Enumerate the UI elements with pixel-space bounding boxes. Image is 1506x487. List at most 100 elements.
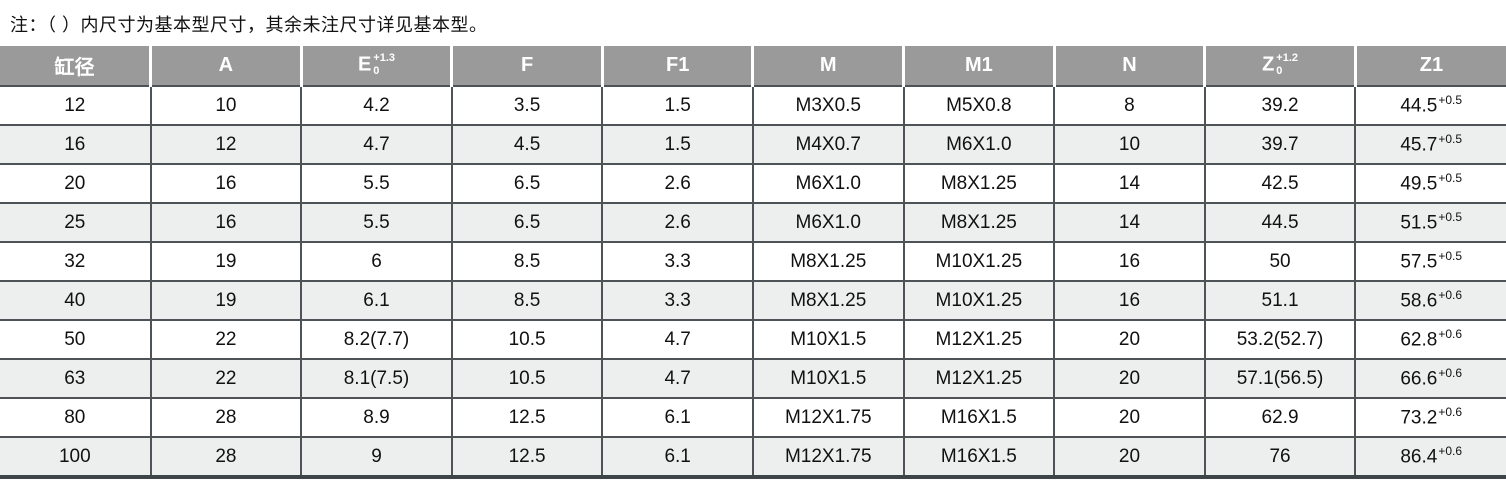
cell: 80 (0, 397, 151, 437)
cell: 63 (0, 358, 151, 398)
cell: 16 (1053, 241, 1205, 281)
z1-tolerance: +0.6 (1438, 287, 1463, 302)
cell: 16 (1053, 280, 1205, 320)
z1-tolerance: +0.5 (1438, 92, 1463, 107)
cell: 6.5 (450, 202, 603, 242)
cell-z1: 49.5+0.5 (1354, 163, 1506, 203)
cell: 19 (149, 280, 302, 320)
z1-value: 86.4 (1400, 446, 1438, 468)
cell: 6.5 (450, 163, 603, 203)
cell: 3.3 (601, 280, 753, 320)
cell: M8X1.25 (902, 202, 1055, 242)
column-header: M (751, 46, 904, 86)
column-header-label: Z1 (1419, 54, 1444, 76)
cell: 28 (149, 436, 302, 477)
cell: 76 (1203, 436, 1356, 477)
table-row: 100 28 9 12.5 6.1 M12X1.75 M16X1.5 20 76 86.4+0.6 (0, 436, 1506, 477)
cell: M16X1.5 (902, 436, 1055, 477)
table-body: 12 10 4.2 3.5 1.5 M3X0.5 M5X0.8 8 39.2 44.5+0.5 16… (0, 85, 1506, 477)
column-header: M1 (902, 46, 1055, 86)
cell: 10.5 (450, 319, 603, 359)
cell-z1: 66.6+0.6 (1354, 358, 1506, 398)
cell: 20 (1053, 436, 1205, 477)
z1-tolerance: +0.6 (1438, 443, 1463, 458)
cell: 14 (1053, 202, 1205, 242)
cell: 8.1(7.5) (300, 358, 452, 398)
cell: 62.9 (1203, 397, 1356, 437)
cell: 16 (0, 124, 151, 164)
table-row: 80 28 8.9 12.5 6.1 M12X1.75 M16X1.5 20 62.9 73.2+… (0, 397, 1506, 437)
cell-z1: 86.4+0.6 (1354, 436, 1506, 477)
cell: 42.5 (1203, 163, 1356, 203)
z1-tolerance: +0.5 (1438, 248, 1463, 263)
cell: 50 (0, 319, 151, 359)
table-row: 50 22 8.2(7.7) 10.5 4.7 M10X1.5 M12X1.25 20 53.2… (0, 319, 1506, 359)
cell: 10.5 (450, 358, 603, 398)
cell: 2.6 (601, 202, 753, 242)
cell: 3.3 (601, 241, 753, 281)
cell: 12 (0, 85, 151, 125)
cell: 51.1 (1203, 280, 1356, 320)
cell: 12.5 (450, 397, 603, 437)
cell: M10X1.5 (751, 319, 904, 359)
cell: 10 (149, 85, 302, 125)
cell: M6X1.0 (902, 124, 1055, 164)
cell: 6.1 (601, 397, 753, 437)
cell-z1: 51.5+0.5 (1354, 202, 1506, 242)
z1-value: 44.5 (1400, 95, 1438, 117)
cell: 32 (0, 241, 151, 281)
cell: M8X1.25 (902, 163, 1055, 203)
cell: 4.2 (300, 85, 452, 125)
table-row: 20 16 5.5 6.5 2.6 M6X1.0 M8X1.25 14 42.5 49.5+0.5 (0, 163, 1506, 203)
cell-z1: 62.8+0.6 (1354, 319, 1506, 359)
cell-z1: 58.6+0.6 (1354, 280, 1506, 320)
table-header-row: 缸径 A E +1.3 0 F F1 M M1 N Z +1.2 0 Z1 (0, 46, 1506, 86)
cell: M5X0.8 (902, 85, 1055, 125)
cell: 53.2(52.7) (1203, 319, 1356, 359)
cell: 2.6 (601, 163, 753, 203)
cell: M6X1.0 (751, 163, 904, 203)
cell: 44.5 (1203, 202, 1356, 242)
z1-tolerance: +0.6 (1438, 365, 1463, 380)
column-header-label: E (357, 53, 372, 76)
cell: 10 (1053, 124, 1205, 164)
column-header-label: M1 (964, 54, 993, 76)
cell: 4.7 (601, 358, 753, 398)
column-header-label: F1 (666, 54, 690, 76)
table-row: 63 22 8.1(7.5) 10.5 4.7 M10X1.5 M12X1.25 20 57.1… (0, 358, 1506, 398)
column-header-label: M (819, 54, 837, 76)
cell: 6 (300, 241, 452, 281)
cell-z1: 73.2+0.6 (1354, 397, 1506, 437)
column-header: E +1.3 0 (299, 46, 452, 86)
z1-tolerance: +0.5 (1438, 131, 1463, 146)
cell: 8.2(7.7) (300, 319, 452, 359)
cell: M6X1.0 (751, 202, 904, 242)
z1-value: 49.5 (1400, 173, 1438, 195)
table-row: 40 19 6.1 8.5 3.3 M8X1.25 M10X1.25 16 51.1 58.6+0… (0, 280, 1506, 320)
cell: 8.5 (450, 241, 603, 281)
cell: 1.5 (601, 85, 753, 125)
tolerance-stack: +1.2 0 (1276, 52, 1299, 77)
z1-value: 58.6 (1400, 290, 1438, 312)
z1-tolerance: +0.5 (1438, 209, 1463, 224)
cell: 16 (149, 163, 302, 203)
cell: M8X1.25 (751, 280, 904, 320)
cell: 50 (1203, 241, 1356, 281)
cell: 8 (1053, 85, 1205, 125)
cell: M12X1.25 (902, 319, 1055, 359)
z1-tolerance: +0.6 (1438, 404, 1463, 419)
cell: 8.5 (450, 280, 603, 320)
cell-z1: 44.5+0.5 (1354, 85, 1506, 125)
cell: M12X1.75 (751, 397, 904, 437)
column-header-label: A (218, 54, 234, 76)
cell: 1.5 (601, 124, 753, 164)
cell: M12X1.75 (751, 436, 904, 477)
cell: 8.9 (300, 397, 452, 437)
cell-z1: 57.5+0.5 (1354, 241, 1506, 281)
cell: 28 (149, 397, 302, 437)
column-header: Z +1.2 0 (1203, 46, 1356, 86)
cell: 5.5 (300, 202, 452, 242)
cell: 4.5 (450, 124, 603, 164)
cell: 20 (1053, 358, 1205, 398)
cell: 39.7 (1203, 124, 1356, 164)
